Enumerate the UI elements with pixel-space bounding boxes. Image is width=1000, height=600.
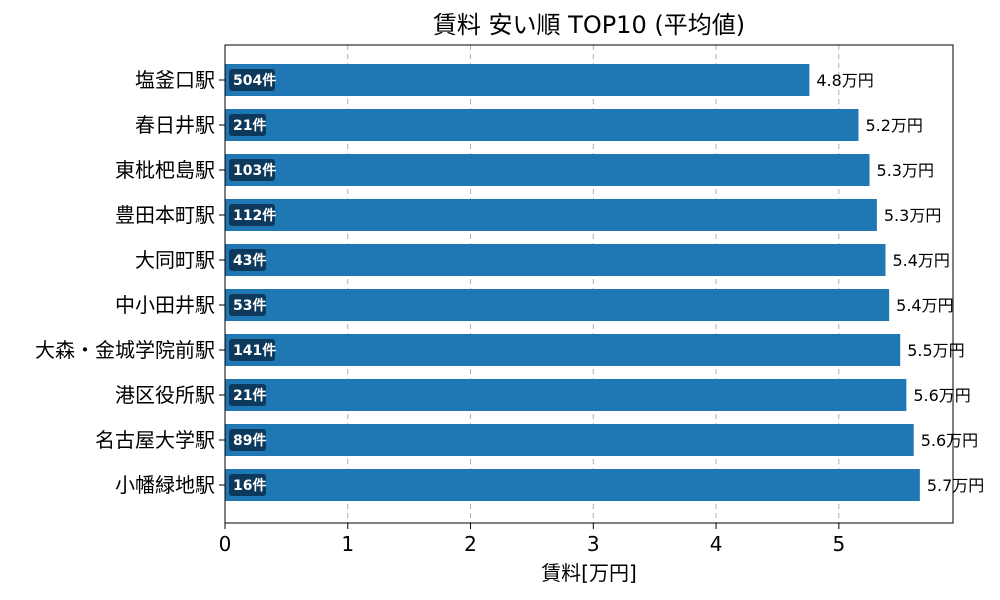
value-label: 5.4万円 xyxy=(896,296,953,315)
bar xyxy=(225,289,890,321)
y-tick-label: 春日井駅 xyxy=(135,113,215,137)
axes: 0 1 2 3 4 5 塩釜口駅春日井駅東枇杷島駅豊田本町駅大同町駅中小田井駅大森・金城学院… xyxy=(35,68,845,556)
value-label: 5.7万円 xyxy=(927,476,984,495)
count-label: 141件 xyxy=(233,342,276,359)
count-label: 21件 xyxy=(233,117,266,134)
x-tick-label: 2 xyxy=(464,532,477,556)
value-label: 5.6万円 xyxy=(913,386,970,405)
count-label: 43件 xyxy=(233,252,266,269)
bar xyxy=(225,469,920,501)
count-label: 53件 xyxy=(233,297,266,314)
count-label: 112件 xyxy=(233,207,276,224)
y-tick-label: 東枇杷島駅 xyxy=(115,158,215,182)
bar xyxy=(225,379,907,411)
count-label: 504件 xyxy=(233,72,276,89)
count-badge xyxy=(229,474,266,496)
bar xyxy=(225,109,859,141)
bar xyxy=(225,424,914,456)
bars: 504件 4.8万円 21件 5.2万円 103件 5.3万円 112件 5.3万円 43件 5.… xyxy=(225,64,984,501)
count-badge xyxy=(229,294,266,316)
count-badge xyxy=(229,69,275,91)
plot-frame xyxy=(224,44,954,524)
count-badge xyxy=(229,114,266,136)
value-label: 5.4万円 xyxy=(892,251,949,270)
bar xyxy=(225,334,901,366)
x-tick-label: 4 xyxy=(710,532,723,556)
count-badge xyxy=(229,204,275,226)
x-tick-label: 5 xyxy=(832,532,845,556)
bar xyxy=(225,199,877,231)
x-axis-label: 賃料[万円] xyxy=(541,561,637,585)
value-label: 5.2万円 xyxy=(865,116,922,135)
count-label: 21件 xyxy=(233,387,266,404)
value-label: 4.8万円 xyxy=(816,71,873,90)
x-tick-label: 1 xyxy=(341,532,354,556)
x-tick-label: 0 xyxy=(219,532,232,556)
value-label: 5.6万円 xyxy=(921,431,978,450)
x-tick-label: 3 xyxy=(587,532,600,556)
bar xyxy=(225,154,870,186)
y-tick-label: 中小田井駅 xyxy=(115,293,215,317)
y-tick-label: 塩釜口駅 xyxy=(135,68,215,92)
value-label: 5.3万円 xyxy=(884,206,941,225)
y-tick-label: 大同町駅 xyxy=(135,248,215,272)
count-badge xyxy=(229,339,275,361)
bar xyxy=(225,244,886,276)
value-label: 5.3万円 xyxy=(877,161,934,180)
y-tick-label: 港区役所駅 xyxy=(115,383,215,407)
count-badge xyxy=(229,249,266,271)
count-label: 103件 xyxy=(233,162,276,179)
count-label: 89件 xyxy=(233,432,266,449)
count-label: 16件 xyxy=(233,477,266,494)
y-tick-label: 名古屋大学駅 xyxy=(95,428,215,452)
chart-title: 賃料 安い順 TOP10 (平均値) xyxy=(433,11,745,39)
count-badge xyxy=(229,159,275,181)
count-badge xyxy=(229,429,266,451)
y-tick-label: 大森・金城学院前駅 xyxy=(35,338,215,362)
bar xyxy=(225,64,810,96)
y-tick-label: 豊田本町駅 xyxy=(115,203,215,227)
y-tick-label: 小幡緑地駅 xyxy=(115,473,215,497)
count-badge xyxy=(229,384,266,406)
value-label: 5.5万円 xyxy=(907,341,964,360)
